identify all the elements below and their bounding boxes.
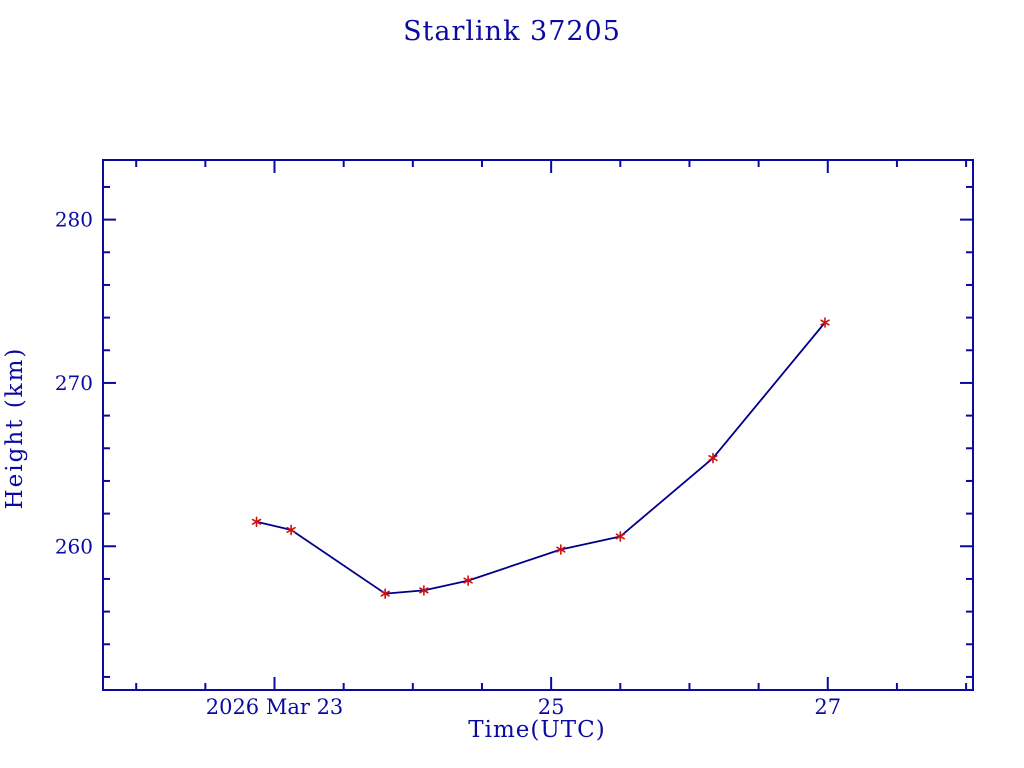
plot-frame xyxy=(102,159,974,691)
data-point-marker xyxy=(820,319,830,326)
y-axis-title: Height (km) xyxy=(2,347,28,510)
x-tick-label-1: 25 xyxy=(538,695,565,719)
y-tick-label-2: 280 xyxy=(55,208,93,232)
y-tick-label-0: 260 xyxy=(55,534,93,558)
y-tick-label-1: 270 xyxy=(55,371,93,395)
data-point-marker xyxy=(615,533,625,540)
x-tick-label-2: 27 xyxy=(814,695,841,719)
chart-title: Starlink 37205 xyxy=(403,16,621,47)
data-point-marker xyxy=(708,455,718,462)
data-series-line xyxy=(256,321,826,595)
data-point-marker xyxy=(251,518,262,525)
data-point-marker xyxy=(380,590,390,597)
data-point-marker xyxy=(463,577,473,584)
x-axis-title: Time(UTC) xyxy=(468,717,605,743)
data-point-marker xyxy=(419,587,429,594)
x-tick-label-0: 2026 Mar 23 xyxy=(206,695,344,719)
data-point-marker xyxy=(286,526,296,533)
data-point-marker xyxy=(556,546,566,553)
